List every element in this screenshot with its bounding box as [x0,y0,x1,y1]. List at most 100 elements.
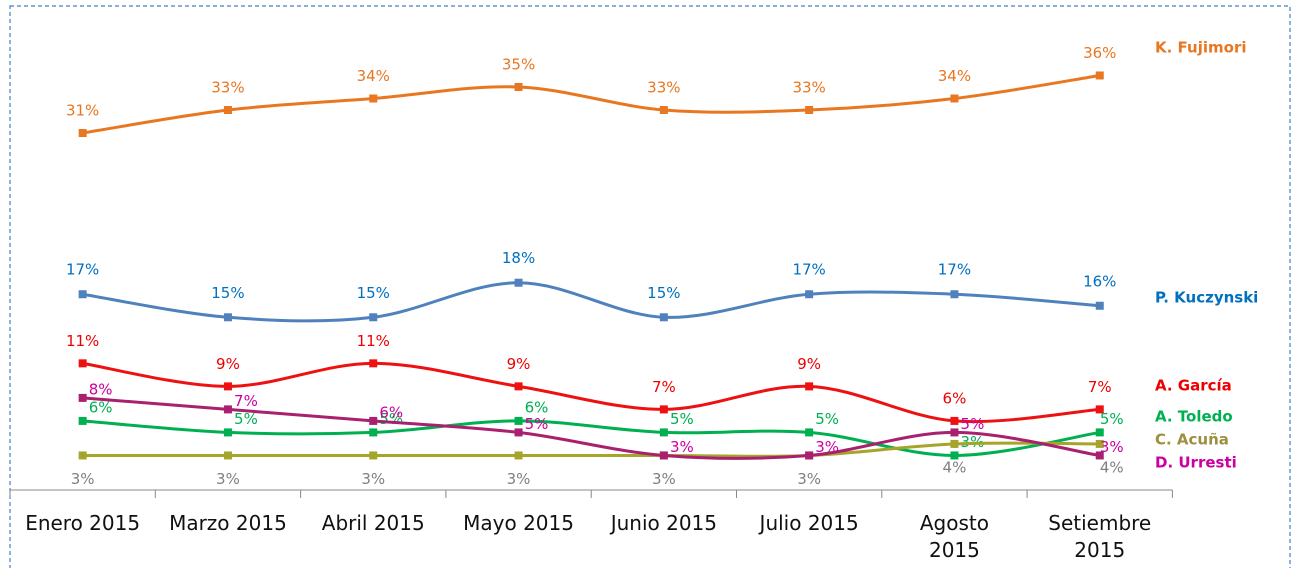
data-label: 7% [1088,378,1112,396]
marker [514,382,523,391]
data-label: 15% [211,284,244,302]
marker [514,451,523,460]
data-label: 3% [216,470,240,488]
data-label: 9% [797,355,821,373]
x-tick-label: Mayo 2015 [463,511,574,535]
data-label: 31% [66,102,99,120]
data-label: 3% [652,470,676,488]
data-label: 33% [211,79,244,97]
marker [1095,451,1104,460]
marker [78,393,87,402]
marker [659,106,668,115]
marker [514,82,523,91]
data-label: 11% [357,332,390,350]
marker [78,416,87,425]
marker [805,106,814,115]
frame [9,5,1291,568]
data-label: 6% [89,398,113,416]
data-label: 34% [357,67,390,85]
marker [223,106,232,115]
marker [950,94,959,103]
marker [1095,439,1104,448]
marker [1095,301,1104,310]
data-label: 5% [234,410,258,428]
data-label: 5% [670,410,694,428]
marker [659,451,668,460]
data-label: 34% [938,67,971,85]
marker [1095,428,1104,437]
marker [78,290,87,299]
marker [950,428,959,437]
data-label: 9% [507,355,531,373]
legend-label: C. Acuña [1155,431,1229,449]
data-label: 9% [216,355,240,373]
marker [78,451,87,460]
marker [369,359,378,368]
series-line [82,419,1100,457]
marker [369,416,378,425]
series-line [82,396,1100,460]
marker [514,416,523,425]
legend-label: P. Kuczynski [1155,289,1258,307]
data-label: 4% [943,458,967,476]
data-label: 3% [670,438,694,456]
x-tick-label: Julio 2015 [759,511,859,535]
marker [659,428,668,437]
marker [805,428,814,437]
series-line [82,281,1100,323]
marker [369,94,378,103]
legend-label: D. Urresti [1155,454,1237,472]
marker [369,451,378,460]
data-label: 36% [1083,44,1116,62]
data-label: 6% [943,389,967,407]
data-label: 15% [357,284,390,302]
series-line [82,73,1100,135]
data-label: 3% [507,470,531,488]
data-label: 7% [234,392,258,410]
marker [805,290,814,299]
series-line [82,361,1100,424]
data-label: 11% [66,332,99,350]
data-label: 6% [379,403,403,421]
data-label: 17% [938,261,971,279]
data-label: 35% [502,55,535,73]
marker [78,129,87,138]
x-tick-label: Agosto 2015 [919,511,989,562]
data-label: 5% [525,415,549,433]
marker [223,451,232,460]
marker [223,382,232,391]
data-label: 16% [1083,272,1116,290]
marker [369,428,378,437]
x-tick-label: Enero 2015 [25,511,141,535]
data-label: 4% [1100,458,1124,476]
legend-label: A. Toledo [1155,408,1233,426]
data-label: 17% [66,261,99,279]
marker [805,382,814,391]
marker [950,451,959,460]
legend-label: A. García [1155,377,1232,395]
data-label: 3% [1100,438,1124,456]
marker [659,405,668,414]
data-label: 18% [502,249,535,267]
marker [223,428,232,437]
data-label: 17% [792,261,825,279]
data-label: 3% [815,438,839,456]
data-label: 15% [647,284,680,302]
marker [805,451,814,460]
data-label: 5% [1100,410,1124,428]
data-label: 5% [961,415,985,433]
marker [950,416,959,425]
x-tick-label: Abril 2015 [321,511,425,535]
data-label: 7% [652,378,676,396]
data-label: 6% [525,398,549,416]
marker [223,405,232,414]
marker [950,439,959,448]
data-label: 3% [361,470,385,488]
data-label: 8% [89,380,113,398]
marker [514,428,523,437]
data-label: 3% [797,470,821,488]
marker [223,313,232,322]
data-label: 33% [792,79,825,97]
